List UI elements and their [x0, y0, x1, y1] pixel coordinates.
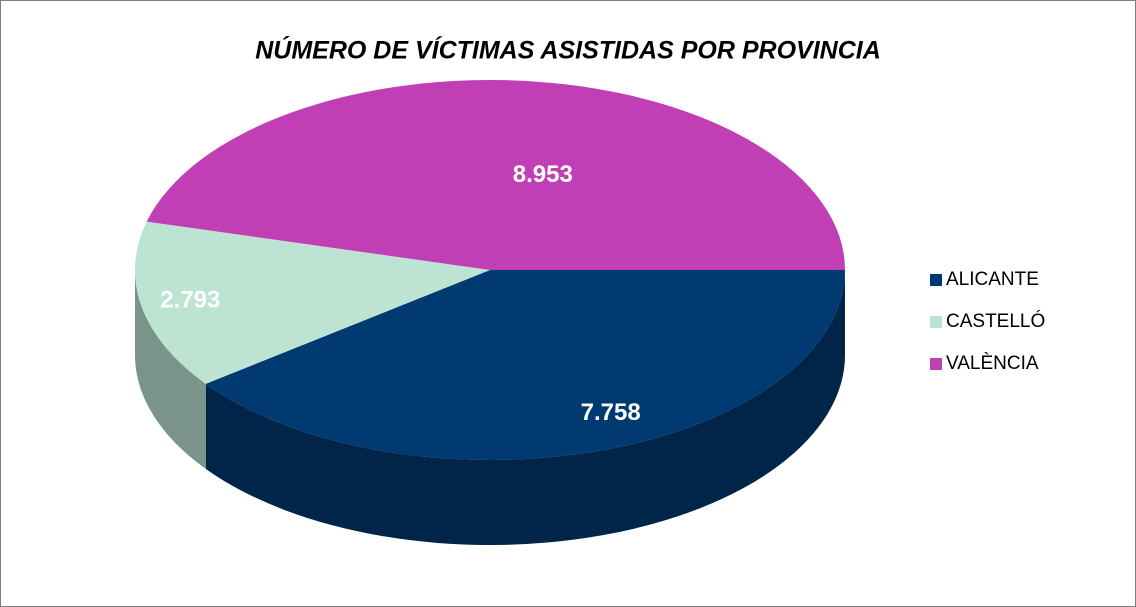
pie-side-shade: [135, 270, 206, 469]
legend-label: ALICANTE: [946, 269, 1039, 290]
legend-swatch: [930, 316, 942, 328]
legend-label: VALÈNCIA: [946, 353, 1039, 374]
pie-side: [135, 270, 206, 469]
data-label: 2.793: [160, 287, 220, 314]
legend-swatch: [930, 358, 942, 370]
pie-side-shade: [205, 270, 845, 545]
pie-slice: [134, 221, 490, 384]
legend-swatch: [930, 274, 942, 286]
pie-side: [205, 270, 845, 545]
legend-label: CASTELLÓ: [946, 310, 1045, 332]
pie-slice: [205, 270, 845, 460]
data-label: 7.758: [581, 399, 641, 426]
pie-slice: [146, 79, 845, 270]
chart-title: NÚMERO DE VÍCTIMAS ASISTIDAS POR PROVINC…: [255, 36, 881, 65]
data-label: 8.953: [513, 161, 573, 188]
